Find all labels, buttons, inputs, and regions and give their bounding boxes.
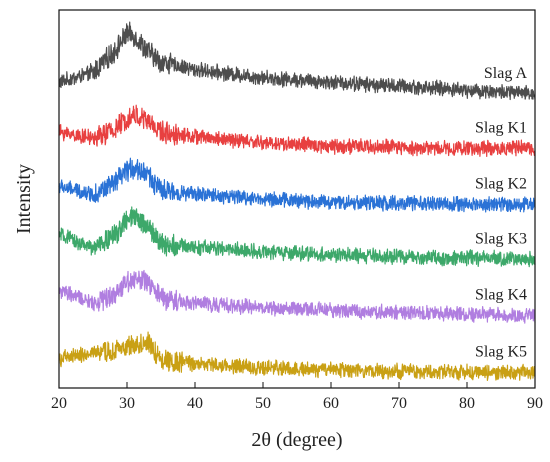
series-line-slag-k4: [58, 269, 536, 324]
series-line-slag-k5: [58, 331, 536, 382]
series-layer: [58, 21, 536, 382]
x-tick-marks: [58, 382, 536, 388]
series-label-slag-k4: Slag K4: [475, 287, 527, 304]
series-line-slag-k3: [58, 206, 536, 268]
x-tick-label: 90: [527, 395, 543, 412]
x-tick-label: 20: [51, 395, 67, 412]
x-tick-label: 70: [391, 395, 407, 412]
x-tick-label: 60: [323, 395, 339, 412]
x-axis-title: 2θ (degree): [251, 429, 342, 451]
series-label-slag-a: Slag A: [484, 65, 528, 82]
plot-frame: [58, 9, 536, 389]
x-tick-label: 40: [187, 395, 203, 412]
series-line-slag-k2: [58, 157, 536, 213]
x-tick-labels: 20 30 40 50 60 70 80 90: [51, 395, 543, 412]
series-label-slag-k2: Slag K2: [475, 175, 527, 192]
x-tick-label: 80: [459, 395, 475, 412]
y-axis-title: Intensity: [13, 164, 35, 234]
series-labels: Slag A Slag K1 Slag K2 Slag K3 Slag K4 Slag K…: [475, 65, 527, 360]
series-label-slag-k3: Slag K3: [475, 231, 527, 248]
series-line-slag-a: [58, 21, 536, 101]
series-label-slag-k1: Slag K1: [475, 119, 527, 136]
x-tick-label: 50: [255, 395, 271, 412]
series-label-slag-k5: Slag K5: [475, 343, 527, 360]
x-tick-label: 30: [119, 395, 135, 412]
series-line-slag-k1: [58, 104, 536, 158]
